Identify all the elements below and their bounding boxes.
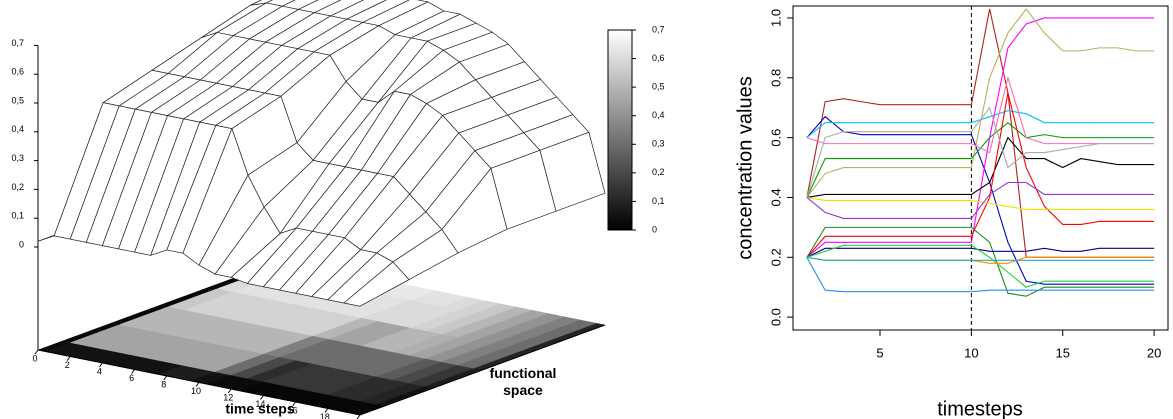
colorbar-tick-label: 0,3 — [652, 139, 665, 149]
y-tick-label: 1.0 — [768, 9, 783, 27]
x-tick-label: 18 — [320, 412, 330, 419]
x-axis-label: time steps — [225, 401, 294, 417]
colorbar-tick-label: 0,6 — [652, 53, 665, 63]
series-line — [806, 115, 1155, 285]
colorbar — [607, 29, 633, 231]
x-tick-label: 10 — [964, 345, 978, 360]
series-line — [806, 196, 1155, 210]
x-tick — [227, 388, 232, 394]
x-tick — [356, 414, 361, 419]
x-tick-label: 20 — [1147, 345, 1161, 360]
series-line — [806, 257, 1155, 293]
y-tick-label: 0.8 — [768, 69, 783, 87]
x-tick-label: 5 — [876, 345, 883, 360]
series-line — [806, 256, 1155, 261]
series-line — [806, 106, 1155, 198]
series-line — [806, 244, 1155, 288]
z-tick-label: 0,7 — [11, 38, 24, 48]
x-tick-label: 0 — [32, 353, 37, 363]
series-line — [806, 92, 1155, 258]
x-tick-label: 10 — [191, 386, 201, 396]
x-tick — [259, 395, 264, 400]
y-tick-label: 0.0 — [768, 308, 783, 326]
y-tick-label: 0.6 — [768, 129, 783, 147]
z-tick-label: 0,2 — [11, 182, 24, 192]
series-line — [806, 136, 1155, 199]
y-axis-label-wrap: functional space — [489, 365, 557, 398]
series-line — [806, 75, 1155, 154]
colorbar-tick-label: 0,1 — [652, 196, 665, 206]
x-tick — [34, 349, 39, 355]
x-tick — [99, 362, 103, 368]
series-line — [806, 8, 1155, 198]
x-tick-label: 6 — [129, 373, 134, 383]
colorbar-tick-label: 0,4 — [652, 110, 665, 120]
z-tick-label: 0,5 — [11, 95, 24, 105]
x-tick-label: 4 — [97, 366, 102, 376]
x-tick — [292, 401, 297, 407]
x-tick-label: 14 — [255, 399, 265, 409]
z-tick-label: 0,4 — [11, 124, 24, 134]
z-tick-label: 0 — [19, 239, 24, 249]
series-line — [806, 17, 1155, 258]
colorbar-tick-label: 0,5 — [652, 82, 665, 92]
x-tick-label: 8 — [161, 379, 166, 389]
x-tick-label: 15 — [1056, 345, 1070, 360]
y-tick-label: 0.2 — [768, 248, 783, 266]
surface-facet — [343, 261, 410, 307]
x-tick — [131, 369, 136, 374]
series-line — [806, 181, 1155, 219]
colorbar-tick-label: 0 — [652, 224, 657, 234]
x-tick-label: 2 — [65, 360, 70, 370]
y-axis-label: functional space — [489, 365, 557, 398]
colorbar-tick-label: 0,2 — [652, 167, 665, 177]
colorbar-tick-label: 0,7 — [652, 24, 665, 34]
x-tick — [324, 408, 329, 413]
x-tick-label: 16 — [288, 405, 298, 415]
x-tick — [66, 356, 71, 361]
series-line — [806, 8, 1155, 258]
y-axis-label: concentration values — [734, 76, 756, 259]
line-chart: 0.0 0.2 0.4 0.6 0.8 1.0 5 10 15 20 — [768, 5, 1169, 360]
x-axis-label: timesteps — [937, 398, 1023, 419]
z-tick-label: 0,6 — [11, 67, 24, 77]
x-tick-label: 12 — [223, 392, 233, 402]
plot-frame — [792, 5, 1169, 331]
z-tick-label: 0,1 — [11, 211, 24, 221]
x-tick — [163, 375, 168, 381]
z-tick-label: 0,3 — [11, 153, 24, 163]
y-tick-label: 0.4 — [768, 188, 783, 206]
x-tick — [195, 382, 200, 387]
series-line — [806, 226, 1155, 297]
series-line — [806, 247, 1155, 258]
surface-chart: 00,10,20,30,40,50,60,7024681012141618200… — [11, 0, 665, 419]
plot-area — [806, 6, 1155, 330]
